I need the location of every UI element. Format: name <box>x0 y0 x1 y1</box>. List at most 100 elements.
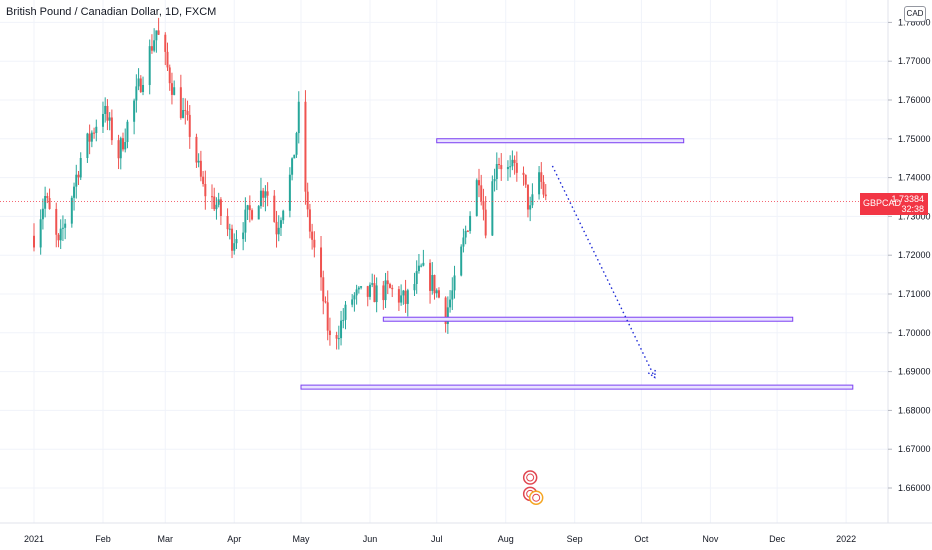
candle-body <box>437 290 440 298</box>
candle-body <box>435 290 438 294</box>
candle-body <box>335 335 338 339</box>
candle-body <box>148 46 151 85</box>
chart-grid <box>0 0 888 523</box>
candle-body <box>391 287 394 290</box>
y-tick-label: 1.77000 <box>898 56 931 66</box>
chart-overlays <box>0 165 888 505</box>
y-tick-label: 1.73000 <box>898 211 931 221</box>
candle-body <box>515 162 518 173</box>
candle-body <box>213 196 216 210</box>
candle-body <box>46 196 49 199</box>
candle-body <box>33 235 35 248</box>
event-marker-core <box>532 493 541 502</box>
candle-body <box>288 174 291 211</box>
candle-body <box>39 219 42 248</box>
candle-body <box>142 84 145 92</box>
candle-body <box>351 299 354 305</box>
candle-body <box>186 111 189 115</box>
price-zone-rect[interactable] <box>436 138 685 144</box>
candle-body <box>244 209 247 233</box>
candle-body <box>355 289 358 296</box>
candle-body <box>164 34 167 52</box>
candle-body <box>75 174 78 187</box>
y-tick-label: 1.76000 <box>898 95 931 105</box>
candle-body <box>266 191 269 196</box>
candle-body <box>382 285 385 301</box>
x-tick-label: 2021 <box>24 534 44 544</box>
x-tick-label: Sep <box>567 534 583 544</box>
candle-body <box>326 302 329 331</box>
candle-body <box>320 247 323 278</box>
candle-body <box>357 287 360 290</box>
projection-arrow-head <box>647 369 656 379</box>
price-tag-symbol: GBPCAD <box>863 198 902 208</box>
candle-body <box>522 172 525 175</box>
support-resistance-zones[interactable] <box>300 138 854 390</box>
price-zone-rect[interactable] <box>382 316 794 322</box>
candle-body <box>246 205 249 210</box>
candle-body <box>217 199 220 205</box>
y-tick-label: 1.74000 <box>898 173 931 183</box>
candle-body <box>259 190 262 207</box>
candle-body <box>542 181 545 195</box>
candle-body <box>242 232 245 240</box>
candle-body <box>313 239 316 248</box>
candle-body <box>188 114 191 137</box>
candle-body <box>262 190 265 198</box>
candle-body <box>322 277 325 302</box>
currency-badge[interactable]: CAD <box>904 6 926 22</box>
candle-body <box>389 284 391 288</box>
candle-body <box>366 286 369 297</box>
candle-body <box>93 132 96 134</box>
candle-body <box>422 262 425 266</box>
candle-body <box>469 215 472 232</box>
candle-body <box>202 176 205 184</box>
y-tick-label: 1.70000 <box>898 328 931 338</box>
candle-body <box>248 205 251 211</box>
candle-body <box>413 284 416 291</box>
candle-body <box>86 133 89 158</box>
chart-title: British Pound / Canadian Dollar, 1D, FXC… <box>6 6 217 18</box>
candle-body <box>204 183 207 197</box>
candle-body <box>157 30 160 35</box>
candle-body <box>64 223 67 228</box>
candle-body <box>295 133 298 155</box>
candle-body <box>420 265 423 267</box>
x-tick-label: Mar <box>158 534 174 544</box>
candle-body <box>79 157 82 178</box>
candle-body <box>104 105 107 114</box>
y-tick-label: 1.68000 <box>898 405 931 415</box>
candle-body <box>431 275 434 291</box>
candle-body <box>170 83 173 95</box>
candle-body <box>498 164 501 166</box>
candle-body <box>460 246 463 276</box>
candle-body <box>451 290 454 300</box>
y-tick-label: 1.71000 <box>898 289 931 299</box>
event-marker-core <box>526 473 535 482</box>
candle-body <box>122 138 124 150</box>
candle-body <box>384 280 387 301</box>
candle-body <box>415 271 418 285</box>
event-marker-icon[interactable] <box>528 490 544 505</box>
x-tick-label: Apr <box>227 534 241 544</box>
candle-body <box>480 185 483 202</box>
candle-body <box>195 136 198 163</box>
candle-body <box>529 205 532 210</box>
candle-body <box>509 166 512 168</box>
candle-body <box>306 191 309 210</box>
x-tick-label: May <box>292 534 310 544</box>
event-marker-ring <box>528 490 544 505</box>
candle-body <box>404 290 407 304</box>
y-tick-label: 1.69000 <box>898 367 931 377</box>
y-tick-label: 1.75000 <box>898 134 931 144</box>
candle-body <box>235 239 238 244</box>
candle-body <box>219 199 222 216</box>
candle-body <box>88 133 91 142</box>
candle-body <box>179 87 182 118</box>
candle-body <box>446 307 449 325</box>
candle-body <box>135 86 138 101</box>
y-tick-label: 1.66000 <box>898 483 931 493</box>
event-marker-icon[interactable] <box>522 470 538 485</box>
price-zone-rect[interactable] <box>300 384 854 390</box>
candle-body <box>344 304 347 320</box>
